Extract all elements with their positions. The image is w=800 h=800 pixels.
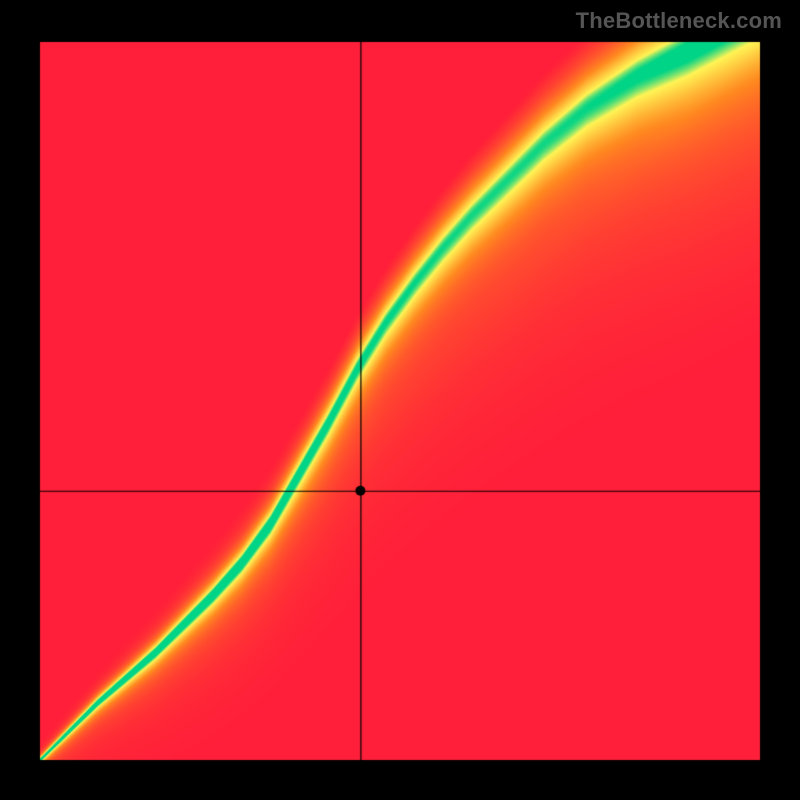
heatmap-canvas — [0, 0, 800, 800]
watermark-text: TheBottleneck.com — [576, 8, 782, 34]
chart-container: TheBottleneck.com — [0, 0, 800, 800]
